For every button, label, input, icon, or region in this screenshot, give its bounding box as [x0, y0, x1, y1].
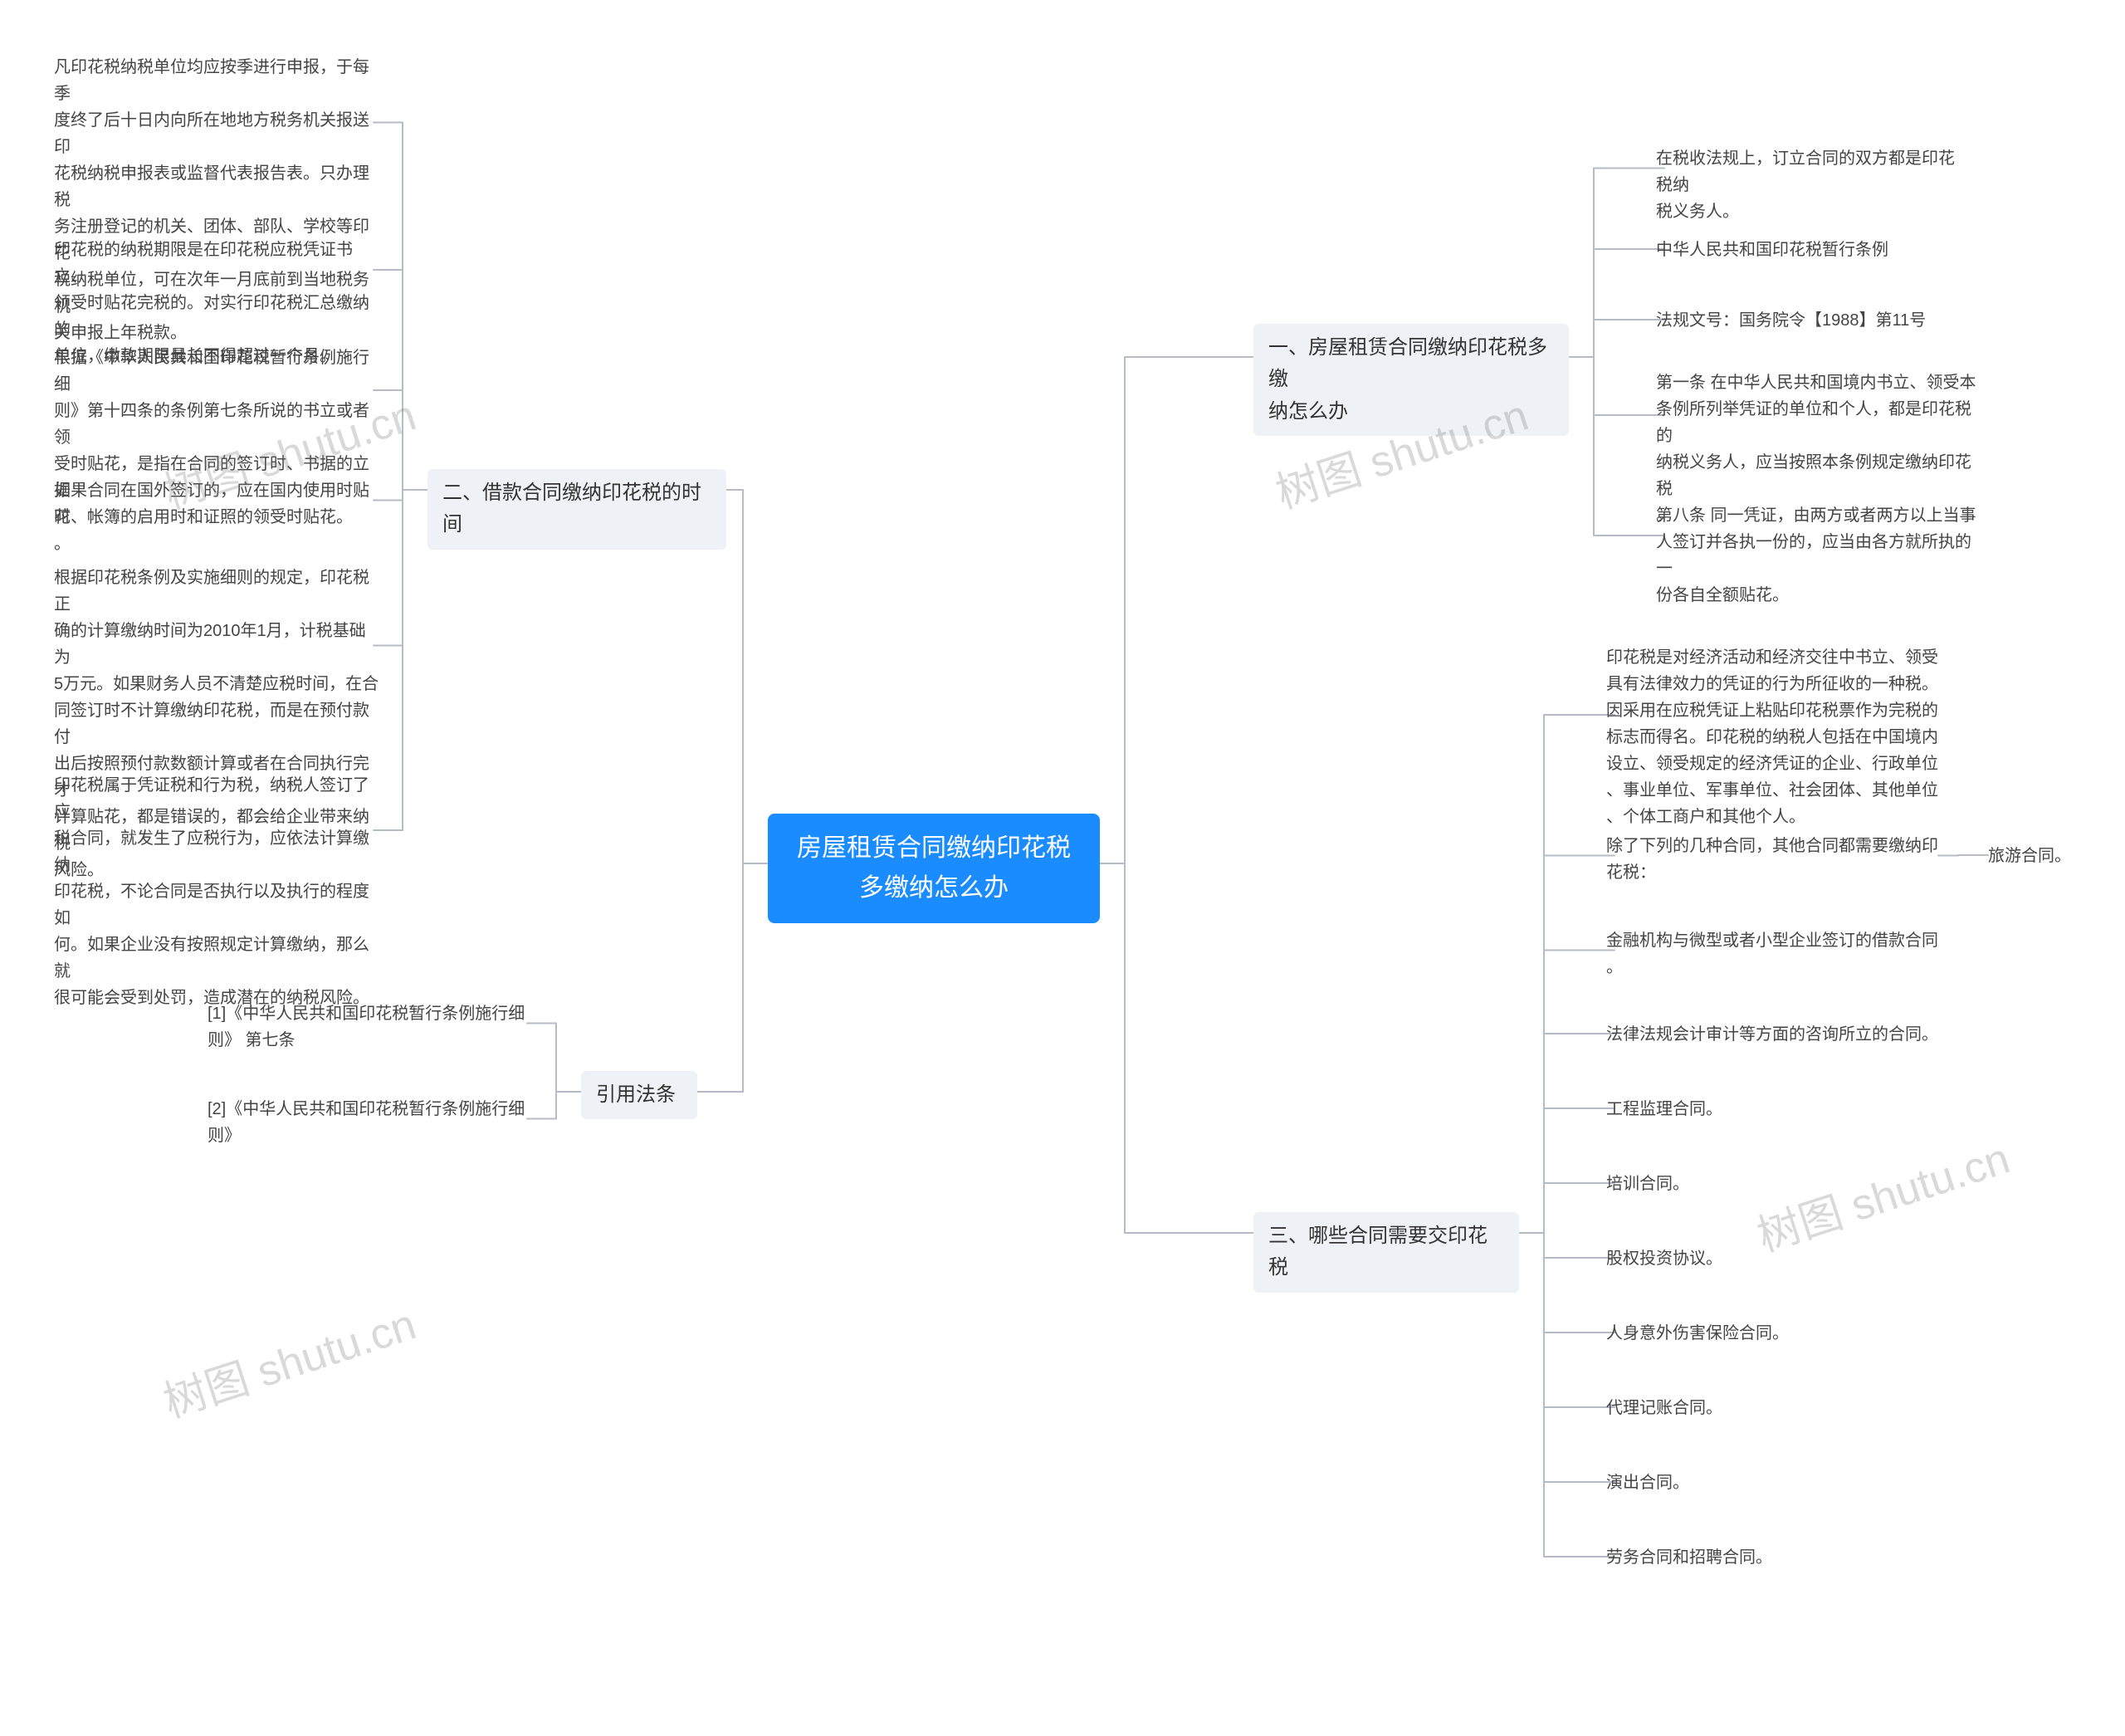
leaf-node-b1l3: 法规文号：国务院令【1988】第11号 [1656, 307, 1959, 334]
leaf-node-b3l1: 印花税是对经济活动和经济交往中书立、领受 具有法律效力的凭证的行为所征收的一种税… [1606, 644, 1938, 830]
leaf-node-b3l2: 除了下列的几种合同，其他合同都需要缴纳印 花税： [1606, 833, 1938, 886]
leaf-node-b2l4: 如果合同在国外签订的，应在国内使用时贴花 。 [54, 477, 382, 557]
leaf-node-b4l2: [2]《中华人民共和国印花税暂行条例施行细 则》 [208, 1096, 535, 1149]
leaf-node-b1l2: 中华人民共和国印花税暂行条例 [1656, 237, 1959, 263]
leaf-node-b3l3: 金融机构与微型或者小型企业签订的借款合同 。 [1606, 927, 1938, 980]
branch-node-b1: 一、房屋租赁合同缴纳印花税多缴 纳怎么办 [1253, 324, 1569, 436]
leaf-node-b3l7: 股权投资协议。 [1606, 1245, 1938, 1272]
leaf-node-b1l5: 第八条 同一凭证，由两方或者两方以上当事 人签订并各执一份的，应当由各方就所执的… [1656, 502, 1984, 609]
branch-node-b4: 引用法条 [581, 1071, 697, 1119]
leaf-node-b3l11: 劳务合同和招聘合同。 [1606, 1544, 1938, 1571]
branch-node-b3: 三、哪些合同需要交印花税 [1253, 1212, 1519, 1293]
leaf-node-b3l2s: 旅游合同。 [1988, 843, 2088, 869]
leaf-node-b3l6: 培训合同。 [1606, 1171, 1938, 1197]
leaf-node-b1l1: 在税收法规上，订立合同的双方都是印花税纳 税义务人。 [1656, 145, 1959, 225]
leaf-node-b3l4: 法律法规会计审计等方面的咨询所立的合同。 [1606, 1021, 1938, 1048]
leaf-node-b4l1: [1]《中华人民共和国印花税暂行条例施行细 则》 第七条 [208, 1000, 535, 1054]
leaf-node-b3l10: 演出合同。 [1606, 1469, 1938, 1496]
leaf-node-b3l9: 代理记账合同。 [1606, 1395, 1938, 1421]
branch-node-b2: 二、借款合同缴纳印花税的时间 [427, 469, 726, 550]
leaf-node-b3l8: 人身意外伤害保险合同。 [1606, 1320, 1938, 1347]
center-node: 房屋租赁合同缴纳印花税 多缴纳怎么办 [768, 814, 1100, 923]
leaf-node-b2l6: 印花税属于凭证税和行为税，纳税人签订了应 税合同，就发生了应税行为，应依法计算缴… [54, 772, 382, 1011]
leaf-node-b3l5: 工程监理合同。 [1606, 1096, 1938, 1122]
